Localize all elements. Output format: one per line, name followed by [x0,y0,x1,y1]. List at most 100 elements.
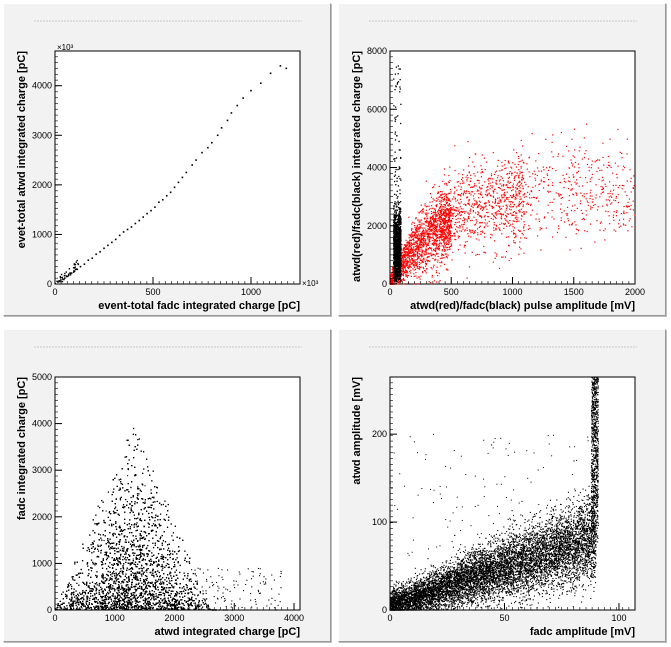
data-point [500,194,503,196]
data-point [399,216,402,218]
data-point [416,235,418,237]
data-point [396,250,398,252]
data-point [518,161,520,163]
data-point [615,230,617,232]
data-point [419,235,421,237]
data-point [500,218,503,220]
data-point [612,172,614,174]
data-point [494,252,496,254]
data-point [426,233,428,236]
data-point [446,268,448,270]
data-point [503,201,505,203]
data-point [436,225,438,227]
data-point [395,265,397,267]
data-point [413,233,415,235]
data-point [476,202,478,204]
data-point [552,236,554,238]
data-point [506,173,508,175]
data-point [503,193,505,195]
data-point [432,207,434,209]
data-point [393,267,395,270]
data-point [399,264,401,266]
data-point [432,237,434,240]
data-point [438,196,441,198]
data-point [628,198,631,200]
data-point [448,248,450,251]
data-point [454,221,456,224]
data-point [484,215,486,217]
data-point [462,208,464,210]
data-point [420,262,422,264]
data-point [269,72,272,75]
data-point [397,229,399,231]
data-point [417,233,420,235]
y-multiplier: ×10³ [57,43,74,52]
data-point [399,91,401,93]
data-point [589,223,592,225]
data-point [400,220,402,223]
data-point [454,232,456,235]
data-point [477,205,479,207]
data-point [518,182,520,184]
data-point [406,253,408,255]
data-point [517,217,519,219]
data-point [413,251,415,253]
data-point [395,206,398,208]
data-point [418,243,420,246]
data-point [470,174,472,176]
data-point [395,233,397,236]
data-point [478,239,480,241]
data-point [396,242,399,245]
data-point [397,266,399,268]
data-point [433,222,435,224]
data-point [441,245,443,247]
data-point [443,231,445,234]
data-point [597,167,599,169]
data-point [398,273,401,275]
data-point [563,178,565,180]
data-point [421,254,423,256]
data-point [562,174,564,177]
data-point [477,171,479,173]
data-point [400,269,402,272]
data-point [473,204,475,207]
data-point [398,166,401,168]
data-point [393,232,395,234]
data-point [526,168,528,170]
data-point [518,177,520,179]
data-point [442,229,444,231]
data-point [414,237,416,239]
data-point [395,252,397,254]
data-point [429,253,431,255]
data-point [393,78,395,80]
data-point [575,224,577,226]
data-point [441,191,443,193]
data-point [573,128,576,130]
y-tick-label: 4000 [367,163,387,173]
data-point [525,196,527,198]
data-point [495,180,498,182]
data-point [446,240,448,242]
data-point [443,212,445,215]
data-point [394,174,397,176]
data-point [468,157,471,159]
data-point [477,214,479,216]
data-point [448,203,450,205]
data-point [626,206,628,208]
data-point [427,225,429,227]
data-point [201,151,203,154]
data-point [445,219,447,222]
data-point [449,231,451,233]
data-point [410,229,413,231]
data-point [451,259,453,261]
data-point [501,169,503,171]
data-point [434,215,437,217]
data-point [482,196,484,198]
data-point [435,242,438,245]
data-point [555,169,557,172]
data-point [598,159,601,161]
data-point [407,247,409,249]
data-point [452,217,454,220]
data-point [619,151,621,153]
data-point [459,198,462,200]
